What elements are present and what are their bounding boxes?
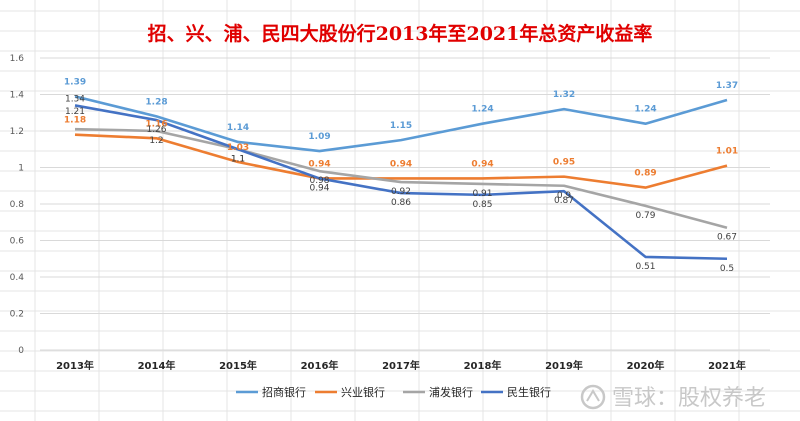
y-tick-label: 0.8 bbox=[10, 200, 25, 210]
legend-label: 招商银行 bbox=[262, 385, 306, 399]
y-tick-label: 0.2 bbox=[10, 310, 24, 320]
watermark-logo-mark-icon bbox=[586, 389, 600, 402]
data-label: 0.89 bbox=[634, 169, 656, 179]
data-label: 1.2 bbox=[149, 136, 163, 146]
data-label: 1.03 bbox=[227, 143, 249, 153]
data-label: 0.94 bbox=[471, 159, 493, 169]
series-line bbox=[74, 133, 728, 189]
legend-label: 浦发银行 bbox=[429, 385, 473, 399]
data-label: 0.94 bbox=[390, 159, 412, 169]
data-label: 1.09 bbox=[308, 132, 330, 142]
x-tick-label: 2015年 bbox=[219, 359, 257, 372]
data-label: 0.98 bbox=[309, 176, 329, 186]
data-label: 0.5 bbox=[720, 264, 734, 274]
y-axis-ticks: 0 0.2 0.4 0.6 0.8 1 1.2 1.4 1.6 bbox=[10, 54, 25, 356]
data-label: 1.32 bbox=[553, 90, 575, 100]
x-tick-label: 2016年 bbox=[301, 359, 339, 372]
data-label: 1.34 bbox=[65, 94, 85, 104]
data-label: 0.79 bbox=[635, 211, 655, 221]
data-label: 1.28 bbox=[145, 97, 167, 107]
data-label: 0.94 bbox=[308, 159, 330, 169]
y-tick-label: 0 bbox=[18, 346, 24, 356]
data-labels: 1.39 1.28 1.14 1.09 1.15 1.24 1.32 1.24 1.37 1.18… bbox=[64, 77, 738, 273]
y-tick-label: 1.4 bbox=[10, 91, 25, 101]
y-tick-label: 1.6 bbox=[10, 54, 25, 64]
y-tick-label: 0.6 bbox=[10, 237, 25, 247]
data-label: 1.39 bbox=[64, 77, 86, 87]
series-line bbox=[74, 127, 728, 229]
watermark: 雪球：股权养老 bbox=[580, 384, 766, 411]
data-label: 1.24 bbox=[471, 105, 493, 115]
legend: 招商银行 兴业银行 浦发银行 民生银行 bbox=[236, 385, 551, 399]
data-label: 1.18 bbox=[64, 116, 86, 126]
series-line bbox=[74, 104, 728, 261]
series-line bbox=[74, 95, 728, 153]
data-label: 0.87 bbox=[554, 196, 574, 206]
data-label: 1.37 bbox=[716, 81, 738, 91]
data-label: 1.21 bbox=[65, 107, 85, 117]
data-label: 0.94 bbox=[309, 183, 329, 193]
data-label: 0.92 bbox=[391, 187, 411, 197]
x-tick-label: 2020年 bbox=[627, 359, 665, 372]
data-label: 0.85 bbox=[472, 200, 492, 210]
data-label: 0.67 bbox=[717, 233, 737, 243]
data-label: 1.1 bbox=[231, 154, 245, 164]
data-label: 0.95 bbox=[553, 158, 575, 168]
watermark-logo-icon bbox=[580, 384, 606, 410]
x-tick-label: 2017年 bbox=[382, 359, 420, 372]
y-tick-label: 1 bbox=[18, 164, 24, 174]
x-tick-label: 2013年 bbox=[56, 359, 94, 372]
data-label: 0.51 bbox=[635, 262, 655, 272]
data-label: 1.1 bbox=[231, 154, 245, 164]
data-label: 1.14 bbox=[227, 123, 249, 133]
x-tick-label: 2021年 bbox=[708, 359, 746, 372]
y-tick-label: 1.2 bbox=[10, 127, 24, 137]
data-label: 1.15 bbox=[390, 121, 412, 131]
watermark-text: 雪球：股权养老 bbox=[612, 386, 766, 411]
x-axis-ticks: 2013年 2014年 2015年 2016年 2017年 2018年 2019年 2020年… bbox=[56, 359, 746, 372]
data-label: 0.9 bbox=[557, 191, 572, 201]
data-label: 1.24 bbox=[634, 105, 656, 115]
data-label: 1.16 bbox=[145, 119, 167, 129]
legend-label: 兴业银行 bbox=[341, 385, 385, 399]
data-label: 1.01 bbox=[716, 147, 738, 157]
legend-label: 民生银行 bbox=[507, 385, 551, 399]
y-tick-label: 0.4 bbox=[10, 273, 25, 283]
data-label: 0.91 bbox=[472, 189, 492, 199]
x-tick-label: 2018年 bbox=[464, 359, 502, 372]
x-tick-label: 2014年 bbox=[138, 359, 176, 372]
chart-title: 招、兴、浦、民四大股份行2013年至2021年总资产收益率 bbox=[148, 22, 653, 45]
data-label: 0.86 bbox=[391, 198, 411, 208]
data-label: 1.26 bbox=[146, 125, 166, 135]
x-tick-label: 2019年 bbox=[545, 359, 583, 372]
series-lines bbox=[74, 95, 728, 261]
